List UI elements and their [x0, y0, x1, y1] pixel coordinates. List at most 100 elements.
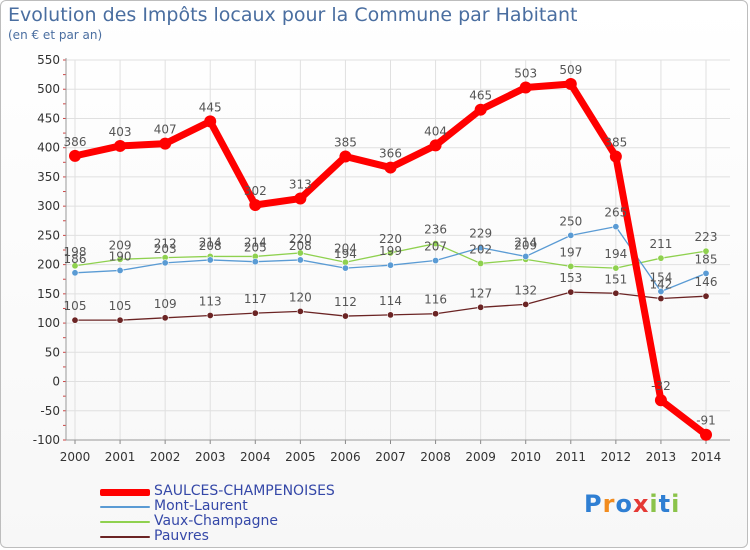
- data-label: 211: [649, 237, 672, 251]
- data-point: [567, 288, 575, 296]
- data-label: 366: [379, 147, 402, 161]
- brand-letter: t: [658, 490, 672, 518]
- data-label: 154: [649, 271, 672, 285]
- brand-letter: i: [671, 490, 681, 518]
- data-label: 212: [154, 237, 177, 251]
- x-tick-label: 2011: [556, 450, 587, 464]
- data-label: 220: [379, 232, 402, 246]
- data-label: 190: [109, 249, 132, 263]
- brand-letter: P: [584, 490, 603, 518]
- data-label: 386: [64, 135, 87, 149]
- data-label: 109: [154, 297, 177, 311]
- data-point: [654, 394, 667, 407]
- x-tick-label: 2008: [420, 450, 451, 464]
- data-point: [567, 231, 575, 239]
- data-label: 116: [424, 293, 447, 307]
- x-tick-label: 2004: [240, 450, 271, 464]
- data-point: [612, 223, 620, 231]
- data-label: 214: [199, 235, 222, 249]
- chart-subtitle: (en € et par an): [8, 28, 103, 42]
- data-label: 207: [424, 240, 447, 254]
- y-tick-label: 550: [37, 53, 60, 67]
- data-point: [702, 292, 710, 300]
- data-label: 220: [289, 232, 312, 246]
- data-point: [522, 300, 530, 308]
- data-point: [206, 256, 214, 264]
- data-label: 209: [109, 238, 132, 252]
- data-point: [477, 303, 485, 311]
- legend-swatch: [100, 536, 150, 538]
- data-point: [609, 150, 622, 163]
- data-label: 197: [559, 245, 582, 259]
- data-point: [612, 264, 620, 272]
- data-label: 403: [109, 125, 132, 139]
- data-point: [294, 192, 307, 205]
- data-point: [341, 264, 349, 272]
- y-tick-label: 100: [37, 316, 60, 330]
- data-label: 465: [469, 89, 492, 103]
- data-label: 509: [559, 63, 582, 77]
- legend-swatch: [100, 506, 150, 508]
- legend-label: Vaux-Champagne: [154, 513, 278, 529]
- data-label: 117: [244, 292, 267, 306]
- data-point: [341, 312, 349, 320]
- data-label: 194: [334, 247, 357, 261]
- data-label: 313: [289, 178, 312, 192]
- data-label: 223: [695, 230, 718, 244]
- data-label: 208: [289, 239, 312, 253]
- data-label: 208: [199, 239, 222, 253]
- data-point: [159, 137, 172, 150]
- data-label: 229: [469, 227, 492, 241]
- brand-letter: r: [602, 490, 616, 518]
- data-label: 214: [244, 235, 267, 249]
- data-point: [700, 428, 712, 441]
- brand-logo: Proxiti: [584, 490, 680, 518]
- data-point: [564, 77, 577, 90]
- data-label: 194: [604, 247, 627, 261]
- data-point: [432, 257, 440, 265]
- data-point: [386, 261, 394, 269]
- data-label: 404: [424, 124, 447, 138]
- y-tick-label: -100: [33, 433, 60, 447]
- x-tick-label: 2013: [646, 450, 677, 464]
- data-point: [116, 255, 124, 263]
- data-label: 385: [604, 135, 627, 149]
- y-tick-label: -50: [40, 404, 60, 418]
- data-label: 203: [154, 242, 177, 256]
- data-point: [612, 289, 620, 297]
- y-tick-label: 350: [37, 170, 60, 184]
- data-point: [204, 115, 217, 128]
- data-point: [296, 307, 304, 315]
- data-point: [429, 139, 442, 152]
- data-point: [206, 311, 214, 319]
- y-tick-label: 200: [37, 258, 60, 272]
- y-tick-label: 0: [52, 375, 60, 389]
- y-tick-label: 500: [37, 82, 60, 96]
- y-tick-label: 400: [37, 141, 60, 155]
- data-label: 112: [334, 295, 357, 309]
- x-tick-label: 2005: [285, 450, 316, 464]
- data-label: 445: [199, 100, 222, 114]
- y-tick-label: 150: [37, 287, 60, 301]
- data-label: -32: [651, 379, 671, 393]
- data-label: 146: [695, 275, 718, 289]
- data-point: [116, 316, 124, 324]
- data-label: 105: [64, 299, 87, 313]
- data-label: 199: [379, 244, 402, 258]
- data-point: [251, 309, 259, 317]
- data-point: [384, 161, 397, 174]
- chart-title: Evolution des Impôts locaux pour la Comm…: [8, 4, 578, 26]
- data-label: 236: [424, 223, 447, 237]
- y-tick-label: 450: [37, 111, 60, 125]
- x-tick-label: 2007: [375, 450, 406, 464]
- data-point: [296, 249, 304, 257]
- data-point: [71, 262, 79, 270]
- data-label: 132: [514, 283, 537, 297]
- data-label: 198: [64, 245, 87, 259]
- data-point: [161, 314, 169, 322]
- brand-letter: o: [615, 490, 633, 518]
- data-point: [657, 254, 665, 262]
- data-point: [251, 258, 259, 266]
- data-label: 186: [64, 252, 87, 266]
- data-label: -91: [696, 414, 716, 428]
